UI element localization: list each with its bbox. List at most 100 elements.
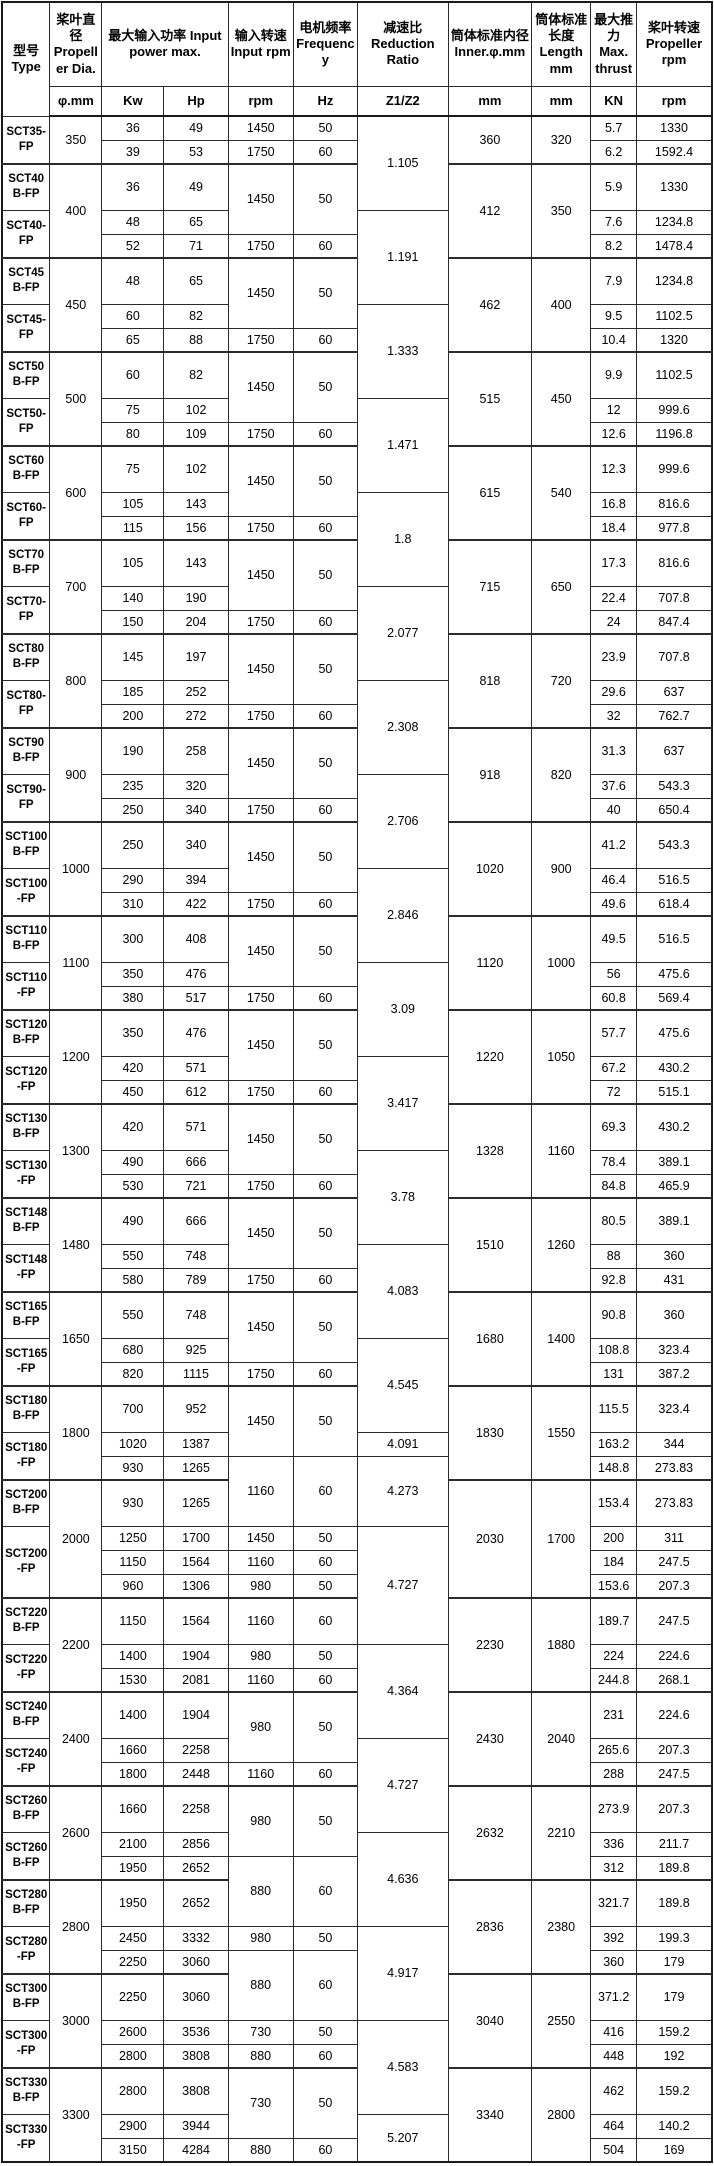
- cell-hp: 340: [163, 797, 229, 823]
- cell-irpm: 1750: [227, 703, 294, 729]
- cell-type: SCT45-FP: [1, 303, 51, 353]
- cell-prpm: 1102.5: [636, 351, 713, 399]
- cell-hp: 2652: [163, 1855, 229, 1881]
- header-cell-irpm: 输入转速 Input rpm: [227, 1, 294, 87]
- table-row: SCT50B-FP 500 60 82 1450 50 515 450 9.9 1102.5: [1, 351, 713, 447]
- cell-ratio: 4.583: [356, 2019, 449, 2115]
- cell-len: 820: [531, 727, 592, 823]
- header-cell-hz: 电机频率 Frequency: [292, 1, 358, 87]
- cell-hz: 50: [292, 1291, 358, 1363]
- cell-hp: 666: [163, 1149, 229, 1175]
- cell-kn: 5.7: [590, 115, 638, 141]
- cell-prpm: 323.4: [636, 1385, 713, 1433]
- cell-kn: 163.2: [590, 1431, 638, 1457]
- cell-hp: 748: [163, 1243, 229, 1269]
- cell-ratio: 2.706: [356, 773, 449, 869]
- cell-kn: 7.6: [590, 209, 638, 235]
- table-row: 65 88 1750 60 10.4 1320: [2, 327, 713, 353]
- cell-irpm: 880: [227, 1855, 294, 1927]
- cell-len: 450: [531, 351, 592, 447]
- table-row: 380 517 1750 60 60.8 569.4: [2, 985, 713, 1011]
- cell-irpm: 1450: [227, 351, 294, 423]
- cell-dia: 2400: [49, 1691, 103, 1787]
- cell-hz: 50: [292, 2019, 358, 2045]
- cell-hz: 50: [292, 1009, 358, 1081]
- cell-hz: 50: [292, 1385, 358, 1457]
- cell-hp: 252: [163, 679, 229, 705]
- cell-prpm: 247.5: [636, 1761, 713, 1787]
- cell-kw: 105: [101, 491, 165, 517]
- cell-prpm: 192: [636, 2043, 713, 2069]
- cell-type: SCT200B-FP: [1, 1479, 51, 1527]
- cell-hp: 3060: [163, 1973, 229, 2021]
- cell-inner: 2632: [447, 1785, 533, 1881]
- cell-prpm: 189.8: [636, 1855, 713, 1881]
- cell-prpm: 516.5: [636, 867, 713, 893]
- cell-ratio: 3.78: [356, 1149, 449, 1245]
- cell-hp: 1387: [163, 1431, 229, 1457]
- cell-type: SCT280-FP: [1, 1925, 51, 1975]
- cell-kn: 84.8: [590, 1173, 638, 1199]
- cell-irpm: 1160: [227, 1667, 294, 1693]
- cell-hp: 1115: [163, 1361, 229, 1387]
- cell-kn: 23.9: [590, 633, 638, 681]
- table-row: SCT70B-FP 700 105 143 1450 50 715 650 17.3 816.6: [1, 539, 713, 635]
- cell-prpm: 475.6: [636, 961, 713, 987]
- cell-kn: 80.5: [590, 1197, 638, 1245]
- table-row: SCT240B-FP 2400 1400 1904 980 50 2430 2040 231 22…: [1, 1691, 713, 1787]
- header-cell-dia: φ.mm: [49, 85, 103, 117]
- cell-kn: 504: [590, 2137, 638, 2163]
- cell-irpm: 1450: [227, 821, 294, 893]
- table-row: SCT45B-FP 450 48 65 1450 50 462 400 7.9 1234.8: [1, 257, 713, 353]
- cell-hz: 60: [292, 1173, 358, 1199]
- cell-prpm: 1102.5: [636, 303, 713, 329]
- cell-kw: 36: [101, 163, 165, 211]
- cell-ratio: 4.727: [356, 1525, 449, 1645]
- header-cell-inner: 筒体标准内径 Inner.φ.mm: [447, 1, 533, 87]
- cell-prpm: 1330: [636, 115, 713, 141]
- cell-prpm: 650.4: [636, 797, 713, 823]
- cell-kn: 9.5: [590, 303, 638, 329]
- cell-kw: 1950: [101, 1879, 165, 1927]
- cell-len: 320: [531, 115, 592, 165]
- cell-irpm: 1450: [227, 633, 294, 705]
- table-row: 930 1265 1160 60 4.273 148.8 273.83: [2, 1455, 713, 1527]
- cell-irpm: 730: [227, 2019, 294, 2045]
- cell-len: 1400: [531, 1291, 592, 1387]
- cell-kn: 153.6: [590, 1573, 638, 1599]
- cell-irpm: 1750: [227, 1361, 294, 1387]
- table-row: SCT100B-FP 1000 250 340 1450 50 1020 900 41.2 543…: [1, 821, 713, 917]
- cell-hp: 197: [163, 633, 229, 681]
- cell-dia: 800: [49, 633, 103, 729]
- cell-kn: 336: [590, 1831, 638, 1857]
- header-cell-irpm: rpm: [227, 85, 294, 117]
- cell-hz: 60: [292, 1079, 358, 1105]
- cell-prpm: 543.3: [636, 821, 713, 869]
- cell-kw: 1400: [101, 1691, 165, 1739]
- cell-hp: 82: [163, 303, 229, 329]
- cell-type: SCT130-FP: [1, 1149, 51, 1199]
- table-row: SCT60B-FP 600 75 102 1450 50 615 540 12.3 999.6: [1, 445, 713, 541]
- cell-irpm: 1450: [227, 727, 294, 799]
- cell-prpm: 1234.8: [636, 209, 713, 235]
- cell-dia: 1300: [49, 1103, 103, 1199]
- cell-type: SCT60B-FP: [1, 445, 51, 493]
- cell-type: SCT180-FP: [1, 1431, 51, 1481]
- cell-irpm: 980: [227, 1573, 294, 1599]
- cell-kn: 321.7: [590, 1879, 638, 1927]
- cell-irpm: 730: [227, 2067, 294, 2139]
- cell-prpm: 618.4: [636, 891, 713, 917]
- cell-kn: 224: [590, 1643, 638, 1669]
- table-row: 310 422 1750 60 49.6 618.4: [2, 891, 713, 917]
- cell-hz: 60: [292, 609, 358, 635]
- cell-kn: 115.5: [590, 1385, 638, 1433]
- cell-kw: 115: [101, 515, 165, 541]
- cell-kn: 16.8: [590, 491, 638, 517]
- cell-kw: 490: [101, 1197, 165, 1245]
- cell-hp: 204: [163, 609, 229, 635]
- cell-hp: 721: [163, 1173, 229, 1199]
- cell-hz: 50: [292, 445, 358, 517]
- cell-inner: 2230: [447, 1597, 533, 1693]
- table-row: SCT40B-FP 400 36 49 1450 50 412 350 5.9 1330: [1, 163, 713, 259]
- cell-prpm: 360: [636, 1291, 713, 1339]
